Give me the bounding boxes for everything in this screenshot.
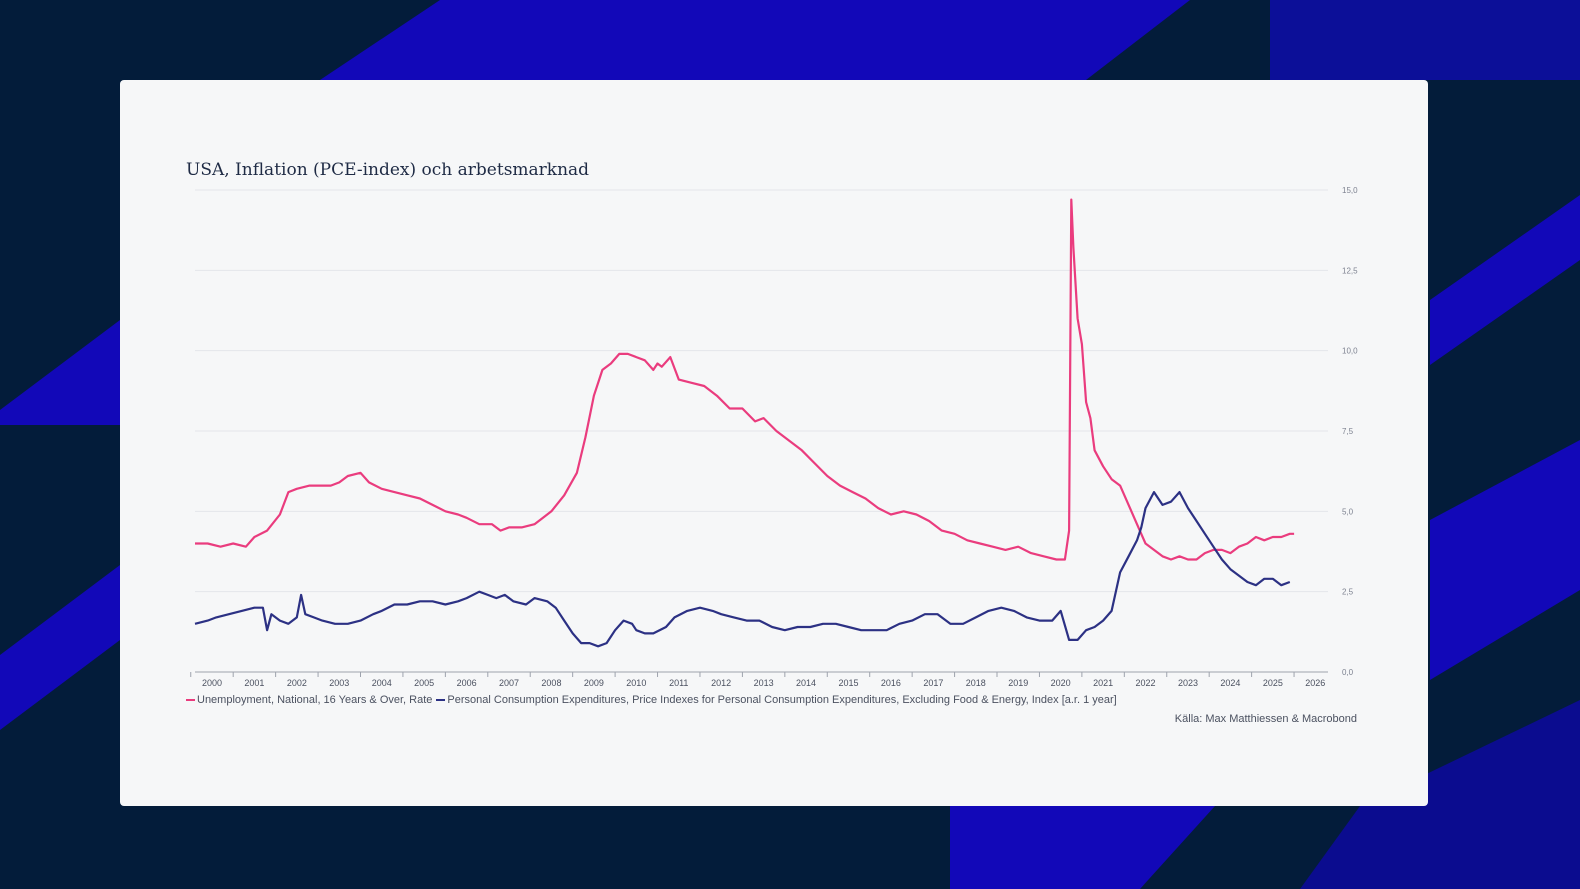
x-tick-label: 2023 [1178, 678, 1198, 688]
x-tick-label: 2018 [966, 678, 986, 688]
y-tick-label: 0,0 [1342, 668, 1354, 677]
y-tick-label: 15,0 [1342, 186, 1358, 195]
gridlines [195, 189, 1328, 673]
legend-swatch-unemployment [186, 699, 195, 701]
x-tick-label: 2025 [1263, 678, 1283, 688]
x-tick-label: 2009 [584, 678, 604, 688]
y-tick-label: 5,0 [1342, 507, 1354, 516]
series-line-pce [194, 491, 1291, 648]
legend: Unemployment, National, 16 Years & Over,… [186, 694, 1121, 706]
x-tick-label: 2022 [1136, 678, 1156, 688]
x-tick-label: 2026 [1305, 678, 1325, 688]
x-tick-label: 2020 [1051, 678, 1071, 688]
accent-stripe-right [1430, 195, 1580, 365]
legend-label-pce: Personal Consumption Expenditures, Price… [447, 694, 1117, 706]
x-tick-label: 2019 [1008, 678, 1028, 688]
chart-plot: 2000 2001 2002 2003 2004 2005 2006 2007 2008 2009… [190, 186, 1358, 688]
accent-stripe-top-right [1270, 0, 1580, 80]
x-tick-label: 2007 [499, 678, 519, 688]
x-tick-label: 2014 [796, 678, 816, 688]
x-tick-label: 2000 [202, 678, 222, 688]
y-tick-label: 2,5 [1342, 588, 1354, 597]
x-tick-label: 2013 [754, 678, 774, 688]
legend-item-unemployment: Unemployment, National, 16 Years & Over,… [186, 694, 432, 706]
x-tick-label: 2003 [329, 678, 349, 688]
accent-stripe-top [290, 0, 1190, 100]
y-tick-label: 10,0 [1342, 347, 1358, 356]
x-tick-label: 2012 [711, 678, 731, 688]
x-tick-label: 2024 [1220, 678, 1240, 688]
x-tick-label: 2006 [457, 678, 477, 688]
accent-stripe-bottom [950, 806, 1215, 889]
x-tick-label: 2015 [838, 678, 858, 688]
chart-card: 2000 2001 2002 2003 2004 2005 2006 2007 2008 2009… [120, 80, 1428, 806]
x-tick-label: 2016 [881, 678, 901, 688]
accent-stripe-left-lower [0, 565, 120, 730]
x-tick-label: 2021 [1093, 678, 1113, 688]
x-tick-label: 2017 [923, 678, 943, 688]
x-tick-label: 2005 [414, 678, 434, 688]
y-axis: 0,0 2,5 5,0 7,5 10,0 12,5 15,0 [1342, 186, 1358, 677]
x-tick-label: 2008 [541, 678, 561, 688]
chart-title: USA, Inflation (PCE-index) och arbetsmar… [186, 160, 590, 180]
y-tick-label: 12,5 [1342, 266, 1358, 275]
accent-stripe-left [0, 320, 120, 425]
accent-stripe-bottom-right [1300, 700, 1580, 889]
x-tick-label: 2010 [626, 678, 646, 688]
y-tick-label: 7,5 [1342, 427, 1354, 436]
x-tick-label: 2001 [244, 678, 264, 688]
legend-item-pce: Personal Consumption Expenditures, Price… [436, 694, 1117, 706]
accent-stripe-right-lower [1430, 440, 1580, 680]
x-tick-label: 2011 [669, 678, 688, 688]
source-note: Källa: Max Matthiessen & Macrobond [1174, 713, 1357, 725]
x-tick-label: 2002 [287, 678, 307, 688]
x-tick-label: 2004 [372, 678, 392, 688]
x-axis: 2000 2001 2002 2003 2004 2005 2006 2007 2008 2009… [190, 671, 1328, 688]
series-line-unemployment [195, 198, 1295, 561]
legend-swatch-pce [436, 699, 446, 701]
legend-label-unemployment: Unemployment, National, 16 Years & Over,… [197, 694, 433, 706]
